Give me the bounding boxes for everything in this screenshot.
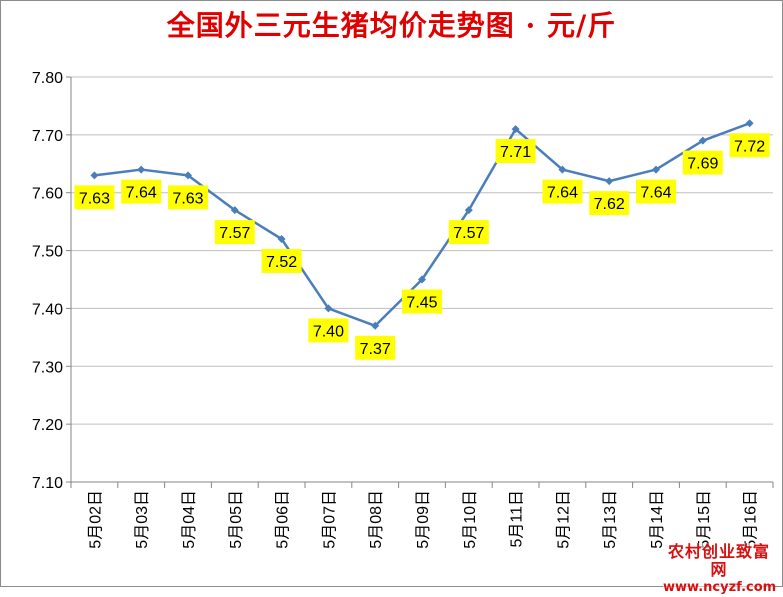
x-tick-label: 5月11日	[509, 490, 526, 548]
watermark-url: www.ncyzf.com	[663, 579, 777, 597]
y-tick-label: 7.50	[32, 244, 63, 261]
x-tick-label: 5月14日	[649, 490, 666, 549]
data-point-marker	[418, 275, 426, 284]
x-tick-label: 5月08日	[368, 490, 385, 549]
data-label-text: 7.40	[313, 323, 344, 340]
data-point-marker	[90, 171, 99, 180]
x-tick-label: 5月09日	[415, 490, 432, 549]
y-tick-label: 7.10	[32, 475, 63, 492]
data-point-marker	[324, 304, 333, 313]
data-label-background	[729, 133, 770, 158]
y-tick-label: 7.60	[32, 186, 63, 203]
x-tick-label: 5月12日	[555, 490, 572, 549]
data-label: 7.69	[682, 150, 723, 175]
data-label: 7.40	[308, 318, 349, 343]
data-label: 7.57	[214, 220, 255, 245]
data-label-background	[261, 249, 302, 273]
data-label: 7.64	[542, 179, 583, 204]
x-tick-label: 5月02日	[87, 490, 104, 549]
data-label-background	[308, 318, 349, 343]
data-point-marker	[184, 171, 192, 180]
data-label-background	[214, 220, 255, 245]
data-label-background	[121, 179, 162, 204]
data-label: 7.64	[636, 179, 676, 204]
y-tick-label: 7.40	[32, 301, 63, 318]
x-tick-label: 5月03日	[134, 490, 151, 549]
x-tick-label: 5月16日	[743, 490, 760, 549]
data-label-text: 7.57	[453, 225, 484, 242]
data-label: 7.52	[261, 249, 302, 273]
y-tick-label: 7.70	[32, 128, 63, 145]
x-axis-tick-labels: 5月02日 5月03日 5月04日 5月05日 5月06日 5月07日 5月08日 5月09日…	[87, 490, 759, 549]
data-label: 7.62	[589, 191, 630, 216]
data-label-background	[636, 179, 676, 204]
data-label-text: 7.69	[687, 156, 718, 173]
data-label-text: 7.64	[126, 185, 157, 202]
data-label-text: 7.62	[594, 196, 625, 213]
data-label-background	[74, 185, 115, 210]
data-label-background	[495, 139, 536, 164]
data-point-marker	[464, 206, 473, 215]
data-label-text: 7.64	[547, 185, 578, 202]
data-point-marker	[745, 119, 754, 128]
data-point-marker	[698, 136, 707, 145]
chart-title: 全国外三元生猪均价走势图 · 元/斤	[166, 9, 617, 42]
data-label-text: 7.52	[266, 254, 297, 271]
data-label: 7.63	[168, 185, 208, 210]
x-tick-label: 5月06日	[275, 490, 292, 549]
y-axis-tick-labels: 7.10 7.20 7.30 7.40 7.50 7.60 7.70 7.80	[32, 70, 63, 492]
data-point-marker	[511, 125, 520, 134]
data-label-background	[355, 335, 396, 360]
data-label-text: 7.72	[734, 138, 765, 155]
x-tick-label: 5月13日	[602, 490, 619, 549]
data-label: 7.64	[121, 179, 162, 204]
data-point-marker	[371, 321, 380, 330]
x-tick-label: 5月04日	[181, 490, 198, 549]
data-label: 7.57	[448, 220, 489, 245]
data-label-background	[448, 220, 489, 245]
data-label-text: 7.64	[640, 185, 671, 202]
data-label-text: 7.37	[360, 341, 391, 358]
data-label-text: 7.63	[79, 190, 110, 207]
data-labels: 7.63 7.64 7.63 7.57 7.52 7.40 7.37 7.45 7.57 7.71…	[74, 133, 770, 360]
data-label-background	[682, 150, 723, 175]
data-label-text: 7.71	[500, 144, 531, 161]
x-tick-label: 5月10日	[462, 490, 479, 549]
data-label-background	[542, 179, 583, 204]
data-label-background	[402, 289, 442, 314]
data-label-background	[168, 185, 208, 210]
data-label: 7.45	[402, 289, 442, 314]
x-tick-label: 5月15日	[696, 490, 713, 549]
watermark: 农村创业致富网 www.ncyzf.com	[663, 543, 777, 597]
watermark-name: 农村创业致富网	[663, 543, 775, 579]
data-point-marker	[230, 206, 239, 215]
data-label-text: 7.63	[172, 190, 203, 207]
data-label-text: 7.57	[219, 225, 250, 242]
data-point-marker	[652, 165, 660, 174]
data-point-marker	[558, 165, 567, 174]
data-label-background	[589, 191, 630, 216]
data-point-marker	[277, 235, 286, 243]
data-point-marker	[605, 177, 614, 186]
data-label: 7.37	[355, 335, 396, 360]
data-label: 7.63	[74, 185, 115, 210]
data-point-marker	[137, 165, 146, 174]
axes	[66, 76, 774, 488]
x-tick-label: 5月07日	[321, 490, 338, 549]
y-tick-label: 7.30	[32, 359, 63, 376]
data-label: 7.72	[729, 133, 770, 158]
data-label-text: 7.45	[406, 295, 437, 312]
data-label: 7.71	[495, 139, 536, 164]
y-tick-label: 7.80	[32, 70, 63, 87]
y-tick-label: 7.20	[32, 417, 63, 434]
x-tick-label: 5月05日	[228, 490, 245, 549]
